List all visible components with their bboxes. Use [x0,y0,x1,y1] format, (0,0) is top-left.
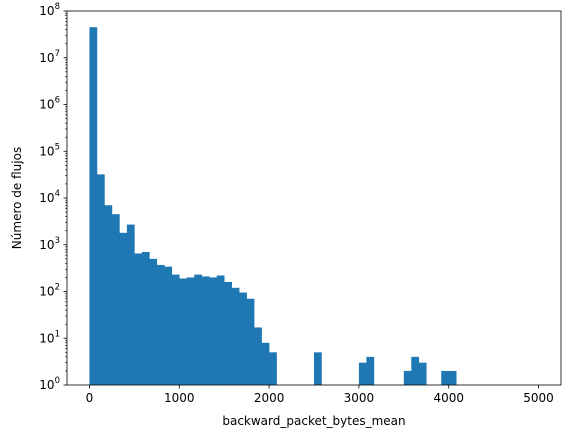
histogram-bar-8 [149,258,158,385]
plot-frame [66,10,562,386]
y-axis-ticks: 100 101 102 103 104 105 106 107 108 [39,2,67,392]
histogram-bar-17 [216,275,225,385]
y-tick-label: 105 [39,142,60,158]
histogram-bar-20 [239,292,247,385]
y-axis-label: Número de flujos [10,147,24,249]
histogram-bar-25 [314,352,322,385]
x-tick-label: 5000 [523,391,554,405]
histogram-bar-16 [209,277,217,385]
x-tick-label: 4000 [433,391,464,405]
histogram-bar-27 [366,356,375,385]
histogram-bar-23 [261,342,270,385]
x-tick-label: 0 [86,391,94,405]
histogram-bar-28 [403,370,412,385]
histogram-bar-15 [201,276,210,385]
y-tick-label: 104 [39,189,60,205]
histogram-bar-19 [231,287,240,385]
y-tick-label: 107 [39,49,60,65]
histogram-bar-2 [104,205,113,385]
y-tick-label: 103 [39,236,60,252]
histogram-bar-14 [194,274,203,385]
histogram-bar-24 [269,352,277,385]
histogram-bars [89,27,457,386]
histogram-bar-0 [89,27,98,386]
x-tick-label: 3000 [344,391,375,405]
x-axis-label: backward_packet_bytes_mean [222,414,405,428]
histogram-bar-5 [126,224,135,385]
histogram-bar-6 [134,253,143,385]
histogram-bar-9 [156,264,165,385]
y-tick-label: 106 [39,96,60,112]
histogram-bar-26 [358,362,367,385]
y-tick-label: 108 [39,2,60,18]
histogram-bar-7 [141,251,150,385]
histogram-bar-29 [411,356,420,385]
histogram-bar-10 [164,266,173,385]
x-tick-label: 2000 [254,391,285,405]
x-tick-label: 1000 [164,391,195,405]
histogram-bar-1 [96,174,105,385]
histogram-bar-31 [441,370,450,385]
y-tick-label: 100 [39,376,60,392]
histogram-bar-32 [448,370,457,385]
y-tick-label: 101 [39,329,60,345]
histogram-bar-12 [179,278,188,385]
histogram-bar-13 [186,277,195,385]
histogram-bar-22 [254,327,262,385]
histogram-bar-3 [111,214,120,385]
histogram-bar-11 [171,274,180,385]
y-tick-label: 102 [39,283,60,299]
histogram-bar-4 [119,232,128,385]
histogram-bar-21 [246,298,255,385]
x-axis-ticks: 0 1000 2000 3000 4000 5000 [86,385,554,405]
histogram-bar-18 [224,281,232,385]
histogram-bar-30 [418,362,427,385]
